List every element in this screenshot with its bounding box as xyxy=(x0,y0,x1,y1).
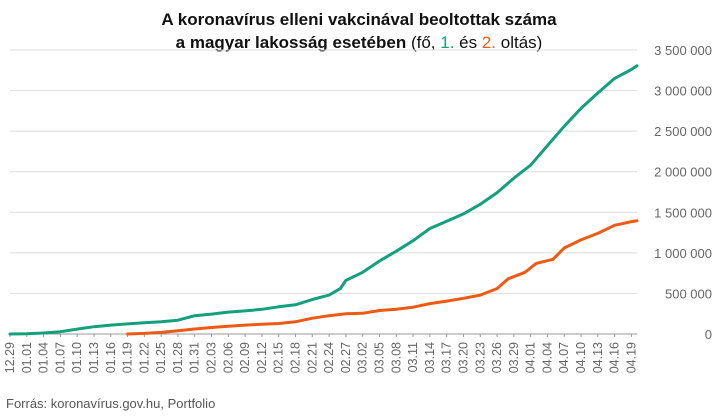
x-tick-label: 02.21 xyxy=(305,342,319,373)
x-tick-label: 04.16 xyxy=(608,342,622,373)
y-tick-label: 0 xyxy=(705,327,712,342)
x-tick-label: 01.22 xyxy=(137,342,151,373)
x-tick-label: 01.10 xyxy=(70,342,84,373)
x-tick-label: 03.11 xyxy=(406,342,420,372)
x-tick-label: 02.06 xyxy=(221,342,235,373)
x-tick-label: 01.25 xyxy=(154,342,168,373)
chart-title: A koronavírus elleni vakcinával beoltott… xyxy=(0,8,718,54)
x-tick-label: 04.19 xyxy=(624,342,638,373)
x-tick-label: 02.12 xyxy=(255,342,269,373)
chart-title-and: és xyxy=(454,33,482,52)
series1-title-label: 1. xyxy=(440,33,455,52)
x-tick-label: 03.20 xyxy=(456,342,470,373)
x-tick-label: 01.31 xyxy=(188,342,202,373)
chart-title-close: oltás) xyxy=(496,33,543,52)
x-tick-label: 01.16 xyxy=(104,342,118,373)
y-tick-label: 3 000 000 xyxy=(654,84,712,99)
series-line-2 xyxy=(126,219,639,336)
y-tick-label: 1 500 000 xyxy=(654,205,712,220)
x-tick-label: 04.01 xyxy=(524,342,538,373)
x-tick-label: 03.05 xyxy=(372,342,386,373)
x-tick-label: 02.03 xyxy=(205,342,219,373)
chart-title-line2: a magyar lakosság esetében (fő, 1. és 2.… xyxy=(0,31,718,54)
y-tick-label: 2 000 000 xyxy=(654,165,712,180)
x-tick-label: 01.07 xyxy=(53,342,67,373)
x-tick-label: 03.26 xyxy=(490,342,504,373)
x-tick-label: 03.14 xyxy=(423,342,437,373)
x-tick-label: 01.19 xyxy=(121,342,135,373)
y-tick-label: 3 500 000 xyxy=(654,43,712,58)
x-tick-label: 04.13 xyxy=(591,342,605,373)
y-tick-label: 2 500 000 xyxy=(654,124,712,139)
x-tick-label: 04.07 xyxy=(557,342,571,373)
x-tick-label: 03.02 xyxy=(356,342,370,373)
chart-title-line2-bold: a magyar lakosság esetében xyxy=(175,33,407,52)
chart-title-open: (fő, xyxy=(406,33,441,52)
x-tick-label: 03.17 xyxy=(440,342,454,373)
x-tick-label: 03.08 xyxy=(389,342,403,373)
y-tick-label: 500 000 xyxy=(665,286,712,301)
x-tick-label: 01.04 xyxy=(37,342,51,373)
x-tick-label: 02.09 xyxy=(238,342,252,373)
x-tick-label: 03.23 xyxy=(473,342,487,373)
y-tick-label: 1 000 000 xyxy=(654,246,712,261)
x-tick-label: 01.01 xyxy=(20,342,34,373)
x-tick-label: 04.10 xyxy=(574,342,588,373)
x-tick-label: 02.27 xyxy=(339,342,353,373)
x-tick-label: 02.15 xyxy=(272,342,286,373)
x-tick-label: 04.04 xyxy=(540,342,554,373)
x-tick-label: 12.29 xyxy=(3,342,17,373)
x-tick-label: 03.29 xyxy=(507,342,521,373)
x-tick-label: 01.13 xyxy=(87,342,101,373)
series2-title-label: 2. xyxy=(481,33,497,52)
source-note: Forrás: koronavírus.gov.hu, Portfolio xyxy=(6,396,216,411)
series-line-1 xyxy=(8,64,639,336)
x-tick-label: 02.18 xyxy=(289,342,303,373)
x-tick-label: 01.28 xyxy=(171,342,185,373)
chart-title-line1: A koronavírus elleni vakcinával beoltott… xyxy=(161,10,557,29)
x-tick-label: 02.24 xyxy=(322,342,336,373)
